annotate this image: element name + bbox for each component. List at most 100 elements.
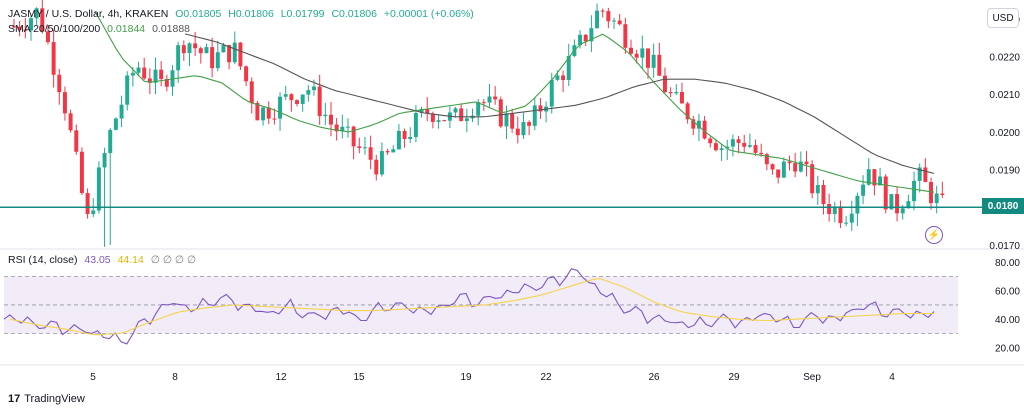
candle: [657, 42, 662, 76]
candle: [940, 181, 945, 198]
tradingview-brand[interactable]: 17 TradingView: [8, 393, 85, 405]
candle-body: [23, 29, 28, 31]
candle: [595, 3, 600, 29]
last-price-tag: 0.0180: [982, 198, 1024, 214]
candle: [357, 137, 362, 154]
candle-body: [685, 103, 690, 120]
candle-body: [679, 91, 684, 104]
candle-body: [283, 94, 288, 97]
candle-body: [204, 47, 209, 54]
candle: [45, 25, 50, 45]
candle: [912, 171, 917, 211]
candle-body: [595, 10, 600, 29]
candle: [379, 142, 384, 177]
candle: [170, 65, 175, 96]
candle-body: [781, 161, 786, 178]
candle-body: [68, 113, 73, 131]
candle-body: [193, 43, 198, 49]
candle-body: [708, 138, 713, 144]
candle-body: [753, 145, 758, 153]
candle: [374, 154, 379, 181]
candle: [561, 70, 566, 93]
candle-body: [583, 34, 588, 42]
candle: [136, 61, 141, 77]
candle-body: [125, 75, 130, 105]
candle-body: [130, 72, 135, 76]
candle-body: [561, 75, 566, 81]
candle-body: [578, 34, 583, 46]
candle-body: [617, 20, 622, 25]
candle-body: [345, 126, 350, 128]
close-value: C0.01806: [331, 8, 377, 20]
candle: [436, 114, 441, 129]
candle-body: [878, 176, 883, 186]
candle-body: [770, 164, 775, 170]
rsi-axis-tick: 20.00: [995, 344, 1020, 355]
candle-body: [261, 107, 266, 121]
candle-body: [323, 114, 328, 117]
candle: [181, 40, 186, 61]
candle-body: [419, 108, 424, 114]
rsi-axis-tick: 60.00: [995, 287, 1020, 298]
candle: [696, 113, 701, 142]
candle-body: [861, 184, 866, 196]
candle: [651, 43, 656, 78]
candle-body: [45, 31, 50, 43]
candle-body: [657, 54, 662, 76]
candle-body: [555, 75, 560, 80]
tradingview-logo-icon: 17: [8, 393, 21, 405]
candle-body: [300, 94, 305, 104]
rsi-label: RSI (14, close): [8, 254, 78, 266]
candle-body: [79, 151, 84, 194]
candle: [730, 134, 735, 157]
candle-body: [872, 169, 877, 186]
candle-body: [159, 69, 164, 79]
candle-body: [232, 42, 237, 63]
candle-body: [736, 139, 741, 143]
candle: [147, 68, 152, 95]
candle: [810, 160, 815, 199]
candle: [674, 84, 679, 96]
candle-body: [906, 201, 911, 209]
candle: [204, 43, 209, 54]
candle-body: [646, 48, 650, 68]
candle: [679, 82, 684, 104]
candle-body: [187, 43, 192, 54]
candle-body: [623, 24, 628, 48]
candle-body: [549, 79, 554, 107]
candle-body: [272, 118, 277, 120]
time-axis-tick: 4: [889, 372, 895, 383]
candle-body: [838, 206, 843, 224]
candle: [34, 7, 39, 25]
currency-button[interactable]: USD: [987, 8, 1019, 28]
candle: [385, 148, 390, 155]
candle: [119, 95, 124, 128]
sma-label: SMA 20/50/100/200: [8, 23, 101, 35]
candle-body: [702, 120, 707, 139]
candle-body: [312, 86, 316, 91]
candle: [164, 74, 169, 92]
candle: [821, 179, 826, 215]
candle: [844, 215, 849, 227]
candle-body: [40, 8, 45, 32]
low-value: L0.01799: [280, 8, 325, 20]
lightning-alert-icon[interactable]: ⚡: [925, 226, 943, 244]
candle: [306, 85, 311, 102]
candle: [227, 44, 232, 70]
open-value: O0.01805: [175, 8, 222, 20]
price-axis-tick: 0.0220: [989, 53, 1020, 64]
candle: [668, 87, 673, 98]
candle: [872, 169, 877, 196]
candle: [62, 86, 67, 121]
candle: [12, 18, 16, 29]
candle-body: [900, 208, 905, 214]
candle: [323, 102, 328, 125]
candle-body: [425, 108, 430, 114]
candle: [646, 48, 650, 79]
candle-body: [612, 20, 617, 22]
candle-body: [147, 78, 152, 83]
candle-body: [266, 107, 271, 119]
candle-body: [153, 69, 158, 83]
candle: [40, 0, 45, 34]
